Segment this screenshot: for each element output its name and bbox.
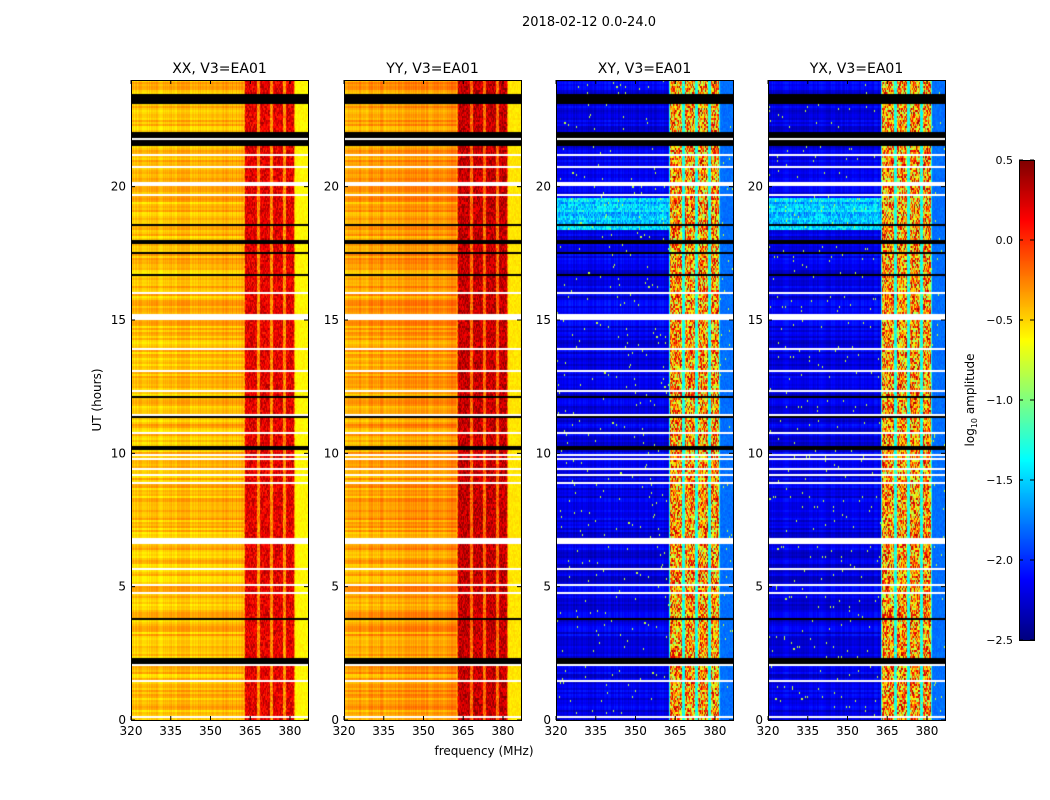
panel-frame bbox=[131, 80, 309, 721]
x-tick-label: 365 bbox=[876, 724, 899, 738]
heatmap-xx bbox=[131, 80, 308, 720]
x-tick-label: 320 bbox=[333, 724, 356, 738]
y-tick-label: 10 bbox=[748, 446, 763, 460]
panel-title: YX, V3=EA01 bbox=[809, 61, 904, 77]
y-axis-label: UT (hours) bbox=[90, 368, 104, 431]
x-tick-label: 320 bbox=[120, 724, 143, 738]
x-tick-label: 365 bbox=[452, 724, 475, 738]
figure-title: 2018-02-12 0.0-24.0 bbox=[522, 15, 656, 30]
panel-title: YY, V3=EA01 bbox=[385, 61, 478, 77]
x-tick-label: 350 bbox=[624, 724, 647, 738]
x-tick-label: 335 bbox=[584, 724, 607, 738]
y-tick-label: 5 bbox=[331, 580, 339, 594]
y-tick-label: 15 bbox=[324, 313, 339, 327]
y-tick-label: 20 bbox=[111, 180, 126, 194]
panel-frame bbox=[768, 80, 946, 721]
colorbar-tick-label: 0.0 bbox=[996, 234, 1014, 247]
x-axis-label: frequency (MHz) bbox=[434, 744, 533, 758]
y-tick-label: 20 bbox=[748, 180, 763, 194]
panel-frame bbox=[344, 80, 522, 721]
x-tick-label: 350 bbox=[836, 724, 859, 738]
y-tick-label: 5 bbox=[118, 580, 126, 594]
colorbar bbox=[1019, 160, 1034, 640]
y-tick-label: 5 bbox=[543, 580, 551, 594]
x-tick-label: 335 bbox=[372, 724, 395, 738]
panel-title: XX, V3=EA01 bbox=[172, 61, 267, 77]
colorbar-tick-label: −2.5 bbox=[986, 634, 1013, 647]
x-tick-label: 365 bbox=[239, 724, 262, 738]
x-tick-label: 335 bbox=[796, 724, 819, 738]
x-tick-label: 365 bbox=[664, 724, 687, 738]
y-tick-label: 15 bbox=[748, 313, 763, 327]
x-tick-label: 380 bbox=[704, 724, 727, 738]
colorbar-tick-label: −1.0 bbox=[986, 394, 1013, 407]
y-tick-label: 20 bbox=[324, 180, 339, 194]
panel-frame bbox=[556, 80, 734, 721]
x-tick-label: 380 bbox=[916, 724, 939, 738]
colorbar-tick-label: −2.0 bbox=[986, 554, 1013, 567]
colorbar-tick-label: −1.5 bbox=[986, 474, 1013, 487]
y-tick-label: 15 bbox=[111, 313, 126, 327]
y-tick-label: 20 bbox=[536, 180, 551, 194]
x-tick-label: 380 bbox=[279, 724, 302, 738]
colorbar-label: log10 amplitude bbox=[963, 354, 979, 447]
x-tick-label: 350 bbox=[199, 724, 222, 738]
heatmap-yx bbox=[768, 80, 945, 720]
panel-title: XY, V3=EA01 bbox=[598, 61, 692, 77]
y-tick-label: 10 bbox=[111, 446, 126, 460]
y-tick-label: 0 bbox=[755, 713, 763, 727]
y-tick-label: 0 bbox=[543, 713, 551, 727]
x-tick-label: 320 bbox=[545, 724, 568, 738]
x-tick-label: 335 bbox=[159, 724, 182, 738]
heatmap-xy bbox=[556, 80, 733, 720]
y-tick-label: 10 bbox=[324, 446, 339, 460]
y-tick-label: 5 bbox=[755, 580, 763, 594]
y-tick-label: 10 bbox=[536, 446, 551, 460]
y-tick-label: 0 bbox=[331, 713, 339, 727]
heatmap-yy bbox=[344, 80, 521, 720]
y-tick-label: 0 bbox=[118, 713, 126, 727]
x-tick-label: 380 bbox=[492, 724, 515, 738]
y-tick-label: 15 bbox=[536, 313, 551, 327]
x-tick-label: 320 bbox=[757, 724, 780, 738]
colorbar-tick-label: 0.5 bbox=[996, 154, 1014, 167]
x-tick-label: 350 bbox=[412, 724, 435, 738]
colorbar-tick-label: −0.5 bbox=[986, 314, 1013, 327]
